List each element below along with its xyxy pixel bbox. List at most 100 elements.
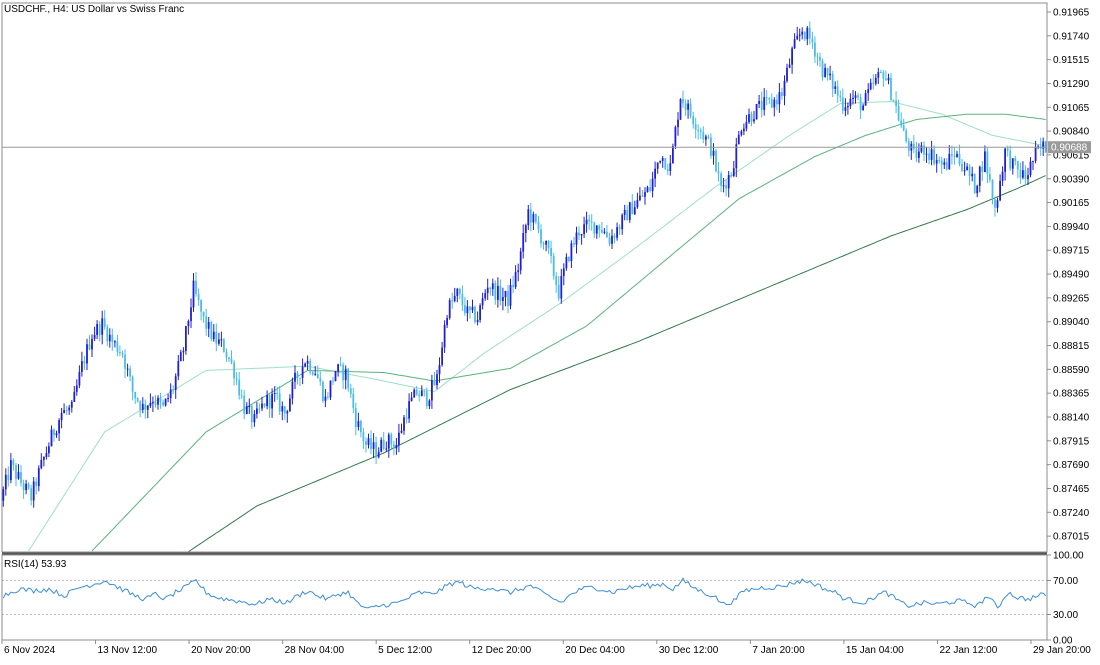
candle [146,405,149,419]
candle [869,78,872,91]
candle-body [694,124,697,130]
candle [880,69,882,74]
candle [347,367,350,392]
candle [644,187,646,205]
candle-body [30,488,33,501]
candle-body [425,390,428,406]
candle [877,67,880,84]
candle-body [867,89,870,94]
candle [1009,145,1012,171]
candle-body [836,86,839,96]
candle-body [126,368,129,370]
ma-line-1 [28,100,1046,552]
candle-body [568,257,570,261]
candle [129,365,131,382]
price-tick-label: 0.90615 [1053,150,1090,161]
candle-body [557,284,560,299]
candle [938,156,941,164]
candle [289,394,291,412]
candle-body [286,411,289,414]
candle-body [636,200,639,208]
candle-body [684,103,687,110]
candle [839,90,842,102]
candle [119,345,121,357]
time-tick-label: 20 Dec 04:00 [565,645,625,656]
candle [420,385,423,397]
candle-body [611,235,613,244]
candle [256,402,258,419]
candle [169,383,172,404]
candle [375,436,377,464]
candle-body [603,231,606,233]
candle [453,287,456,303]
candle [2,486,5,507]
candle [664,157,667,170]
candle-body [806,27,809,40]
candle [958,144,961,167]
candle [466,300,469,322]
candle-body [174,376,177,390]
candle-body [45,453,48,457]
candle [258,403,261,414]
candle [405,408,408,424]
candle [210,320,213,342]
candle-body [499,285,502,302]
candle-body [633,207,636,215]
candle [458,287,461,300]
candle [915,141,918,163]
candle [613,233,616,244]
candle [177,355,180,381]
candle-body [497,285,499,300]
candle [1014,155,1017,166]
candle [568,256,570,263]
candle [994,196,996,217]
candle-body [502,297,504,301]
candle-body [111,334,114,342]
candle-body [296,372,299,378]
candle [859,93,862,120]
candle-body [859,97,862,111]
candle [808,21,811,45]
candle [398,423,400,453]
candle [273,386,276,402]
candle-body [70,401,73,408]
candle [448,298,451,320]
candle-body [573,243,575,245]
candle [722,178,725,193]
candle [185,325,187,355]
candle-body [22,483,25,490]
candle [601,221,603,234]
candle-body [129,368,131,377]
candle-body [697,129,700,131]
candle-body [862,105,864,111]
candle [263,403,266,408]
candle [598,224,601,238]
candle-body [471,306,474,311]
price-tick-label: 0.89490 [1053,270,1090,281]
candle [606,225,608,238]
candle-body [849,98,852,106]
candle [791,46,793,74]
candle-body [316,374,319,379]
candle [580,233,583,245]
candle [659,160,662,164]
candle [504,290,507,307]
candle-body [144,403,147,410]
candle-body [431,380,433,401]
candle-body [367,438,370,445]
rsi-pane-frame [1,554,1048,641]
candle-body [989,174,991,180]
candle [1029,157,1032,178]
candle-body [666,169,669,171]
candle [887,73,890,85]
candle-body [786,67,788,81]
candle [63,403,65,414]
candle [441,341,443,367]
candle-body [895,100,897,106]
candle-body [725,185,727,189]
candle-body [278,393,281,412]
candle-body [1006,148,1009,151]
candle-body [679,99,682,120]
candle-body [136,398,139,402]
candle [253,410,256,427]
